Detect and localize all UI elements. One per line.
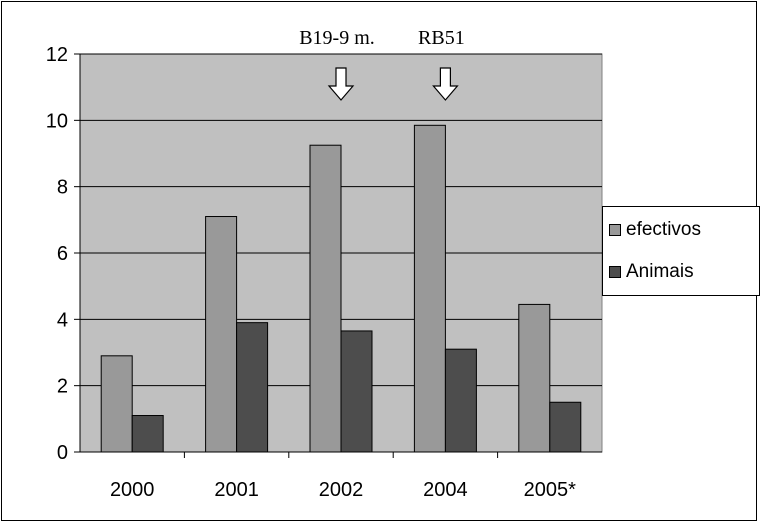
bar-efectivos-2002	[309, 144, 342, 453]
x-tick-label: 2000	[110, 479, 155, 501]
y-tick-label: 8	[57, 177, 68, 199]
y-tick-label: 12	[46, 44, 68, 66]
annotation-label: B19-9 m.	[299, 27, 375, 49]
legend-swatch-efectivos	[609, 224, 621, 236]
bar-animais-2004	[444, 348, 477, 453]
bar-efectivos-2005	[518, 303, 551, 453]
y-tick-label: 4	[57, 309, 68, 331]
bar-animais-2001	[236, 322, 269, 453]
x-tick-label: 2005*	[524, 479, 576, 501]
bar-animais-2002	[340, 330, 373, 453]
y-tick-label: 6	[57, 243, 68, 265]
y-tick-label: 0	[57, 442, 68, 464]
legend-swatch-animais	[609, 266, 621, 278]
bar-efectivos-2000	[100, 355, 133, 453]
annotation-label: RB51	[418, 27, 465, 49]
y-tick-label: 10	[46, 110, 68, 132]
down-arrow-icon	[327, 67, 355, 101]
x-tick-label: 2001	[214, 479, 259, 501]
legend-label-efectivos: efectivos	[626, 219, 701, 240]
bar-efectivos-2001	[205, 216, 238, 453]
x-tick-label: 2002	[319, 479, 364, 501]
bar-animais-2005	[549, 401, 582, 453]
down-arrow-icon	[432, 67, 459, 101]
legend: efectivos Animais	[602, 206, 760, 296]
legend-label-animais: Animais	[626, 261, 694, 282]
legend-item-animais: Animais	[609, 261, 694, 283]
x-tick-label: 2004	[423, 479, 468, 501]
legend-item-efectivos: efectivos	[609, 219, 701, 241]
bar-efectivos-2004	[413, 124, 446, 453]
bar-animais-2000	[131, 415, 164, 453]
y-tick-label: 2	[57, 376, 68, 398]
